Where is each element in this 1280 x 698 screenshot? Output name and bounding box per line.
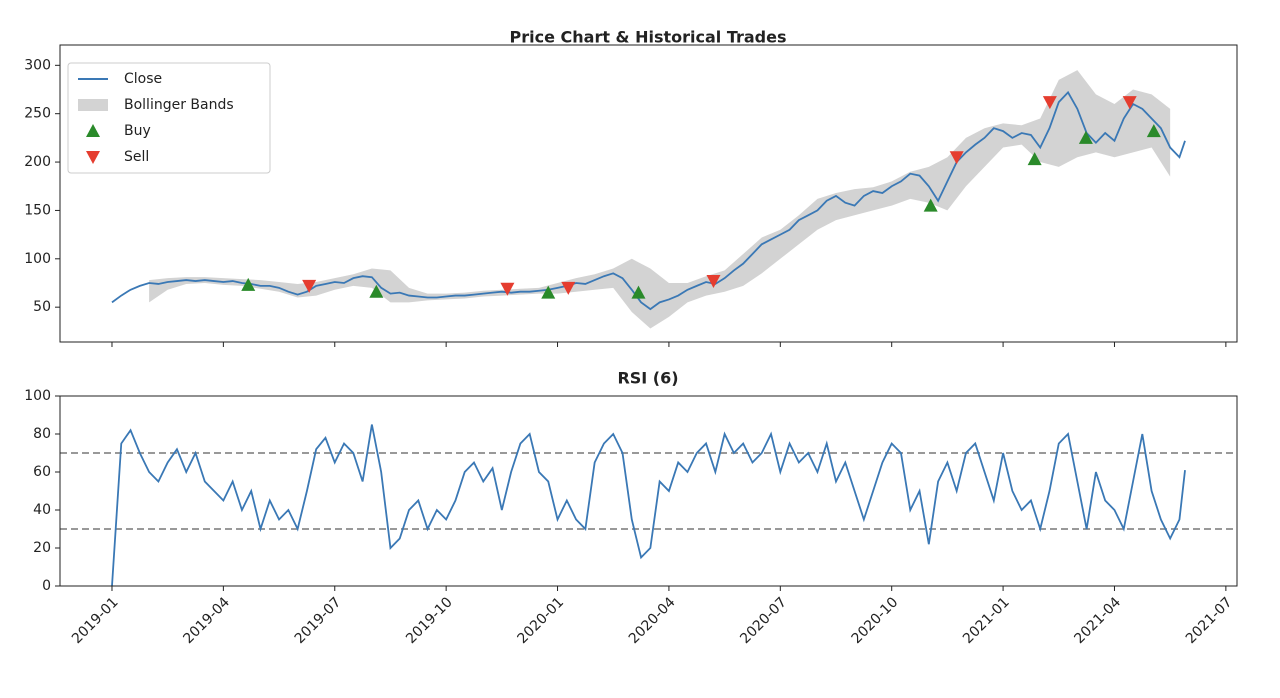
trade-marker (541, 285, 556, 299)
trade-marker (1027, 152, 1042, 166)
y-tick-label: 40 (33, 502, 51, 518)
x-tick-label: 2021-07 (1183, 594, 1236, 647)
x-tick-label: 2019-07 (292, 594, 345, 647)
y-tick-label: 80 (33, 426, 51, 442)
plot-area (60, 424, 1237, 586)
x-tick-label: 2021-04 (1071, 594, 1124, 647)
y-tick-label: 150 (24, 202, 51, 218)
y-tick-label: 0 (42, 578, 51, 594)
x-tick-label: 2019-01 (69, 594, 122, 647)
y-tick-label: 100 (24, 251, 51, 267)
legend-box (67, 62, 271, 174)
x-tick-label: 2020-04 (626, 594, 679, 647)
trade-marker (949, 151, 964, 165)
trade-marker (923, 198, 938, 212)
x-tick-label: 2020-07 (737, 594, 790, 647)
trade-marker (631, 285, 646, 299)
legend-swatch (78, 99, 108, 111)
y-tick-label: 20 (33, 540, 51, 556)
plot-area (111, 70, 1186, 329)
trade-marker (1078, 130, 1093, 144)
legend-swatch (86, 124, 100, 137)
legend-label: Bollinger Bands (124, 97, 234, 113)
trade-marker (561, 281, 576, 295)
legend-label: Close (124, 71, 162, 87)
line (111, 90, 1186, 311)
y-tick-label: 200 (24, 154, 51, 170)
x-tick-label: 2020-01 (515, 594, 568, 647)
chart-title: Price Chart & Historical Trades (510, 28, 787, 47)
trade-marker (706, 275, 721, 289)
trade-marker (1042, 96, 1057, 110)
legend-label: Buy (124, 123, 151, 139)
x-tick-label: 2021-01 (960, 594, 1013, 647)
x-tick-label: 2019-10 (403, 594, 456, 647)
y-tick-label: 60 (33, 464, 51, 480)
trade-marker (1122, 96, 1137, 110)
y-tick-label: 300 (24, 57, 51, 73)
trade-marker (369, 284, 384, 298)
bollinger-band (149, 70, 1171, 329)
y-tick-label: 50 (33, 299, 51, 315)
line (111, 424, 1186, 586)
trade-marker (500, 282, 515, 296)
legend-swatch (86, 151, 100, 164)
y-tick-label: 250 (24, 106, 51, 122)
x-tick-label: 2019-04 (180, 594, 233, 647)
trade-marker (241, 277, 256, 291)
trade-marker (302, 279, 317, 293)
trade-marker (1146, 124, 1161, 138)
x-tick-label: 2020-10 (849, 594, 902, 647)
y-tick-label: 100 (24, 388, 51, 404)
axes-frame (59, 395, 1238, 587)
axes-frame (59, 44, 1238, 343)
legend-label: Sell (124, 149, 149, 165)
chart-title: RSI (6) (617, 369, 678, 388)
